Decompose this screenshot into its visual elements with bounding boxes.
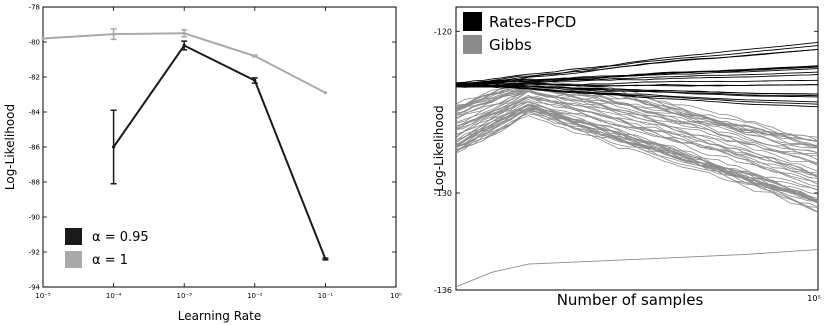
data-point — [112, 32, 116, 36]
x-tick-label: 10⁵ — [807, 294, 820, 303]
y-tick-label: -90 — [29, 214, 40, 222]
gibbs-run-line — [455, 99, 819, 187]
legend-swatch — [463, 12, 482, 31]
data-point — [253, 78, 257, 83]
plot-frame — [42, 6, 397, 288]
gibbs-run-line — [455, 108, 819, 204]
gibbs-run-line — [455, 110, 819, 190]
legend-label: Rates-FPCD — [489, 13, 576, 31]
x-tick-label: 10⁻¹ — [318, 292, 334, 300]
legend-label: α = 1 — [92, 253, 128, 268]
gibbs-run-line — [455, 94, 819, 176]
y-axis-label: Log-Likelihood — [3, 104, 17, 190]
gibbs-run-line — [455, 88, 819, 166]
gibbs-run-line — [455, 115, 819, 208]
gibbs-run-line — [455, 109, 819, 213]
gibbs-run-line — [455, 88, 819, 155]
x-tick-label: 10⁻⁴ — [106, 292, 122, 300]
fpcd-run-line — [455, 85, 819, 103]
samples-chart: -120 -130 -136 10⁵ Number of samples Log-Like… — [432, 6, 821, 309]
y-tick-label: -94 — [29, 284, 41, 292]
y-tick-label: -82 — [29, 74, 40, 82]
data-point — [253, 54, 257, 58]
data-point — [323, 91, 327, 95]
fpcd-run-line — [455, 48, 819, 85]
y-tick-label: -86 — [29, 144, 41, 152]
legend-label: Gibbs — [489, 36, 532, 54]
y-tick-label: -80 — [29, 39, 40, 47]
gibbs-run-line — [455, 107, 819, 202]
gibbs-run-line — [455, 103, 819, 191]
legend-swatch — [65, 251, 82, 268]
y-tick-label: -88 — [29, 179, 40, 187]
gibbs-run-line — [455, 87, 819, 157]
gibbs-outlier-line — [455, 249, 819, 288]
gibbs-run-line — [455, 96, 819, 178]
gibbs-run-line — [455, 87, 819, 154]
fpcd-run-line — [455, 85, 819, 97]
y-tick-label: -84 — [29, 109, 41, 117]
legend-swatch — [65, 228, 82, 245]
data-point — [41, 36, 45, 41]
x-axis-label: Learning Rate — [178, 309, 261, 323]
fpcd-run-line — [455, 41, 819, 84]
fpcd-run-line — [455, 45, 819, 84]
fpcd-run-line — [455, 65, 819, 86]
data-point — [323, 257, 327, 261]
data-point — [182, 43, 186, 48]
y-tick-label: -120 — [434, 27, 452, 36]
y-tick-label: -78 — [29, 4, 40, 12]
fpcd-run-line — [455, 85, 819, 108]
data-point — [182, 31, 186, 35]
x-tick-label: 10⁰ — [390, 292, 402, 300]
x-tick-label: 10⁻² — [247, 292, 263, 300]
gibbs-run-line — [455, 96, 819, 178]
fpcd-run-line — [455, 74, 819, 86]
learning-rate-chart: 10⁻⁵ 10⁻⁴ 10⁻³ 10⁻² 10⁻¹ 10⁰ -78 -80 -82 -84 -86 -8… — [3, 4, 402, 324]
fpcd-run-line — [455, 83, 819, 95]
x-tick-label: 10⁻⁵ — [35, 292, 51, 300]
gibbs-run-line — [455, 110, 819, 201]
x-tick-label: 10⁻³ — [176, 292, 192, 300]
x-axis-label: Number of samples — [557, 291, 704, 309]
y-tick-label: -130 — [434, 189, 452, 198]
y-tick-label: -92 — [29, 249, 40, 257]
data-point — [112, 145, 116, 149]
y-axis-label: Log-Likelihood — [432, 105, 446, 191]
series-line — [112, 44, 327, 260]
gibbs-run-line — [455, 88, 819, 148]
legend-label: α = 0.95 — [92, 230, 149, 245]
fpcd-run-line — [455, 79, 819, 86]
gibbs-run-line — [455, 104, 819, 201]
legend-swatch — [463, 35, 482, 54]
gibbs-run-line — [455, 101, 819, 185]
fpcd-run-line — [455, 71, 819, 86]
y-tick-label: -136 — [434, 286, 452, 295]
